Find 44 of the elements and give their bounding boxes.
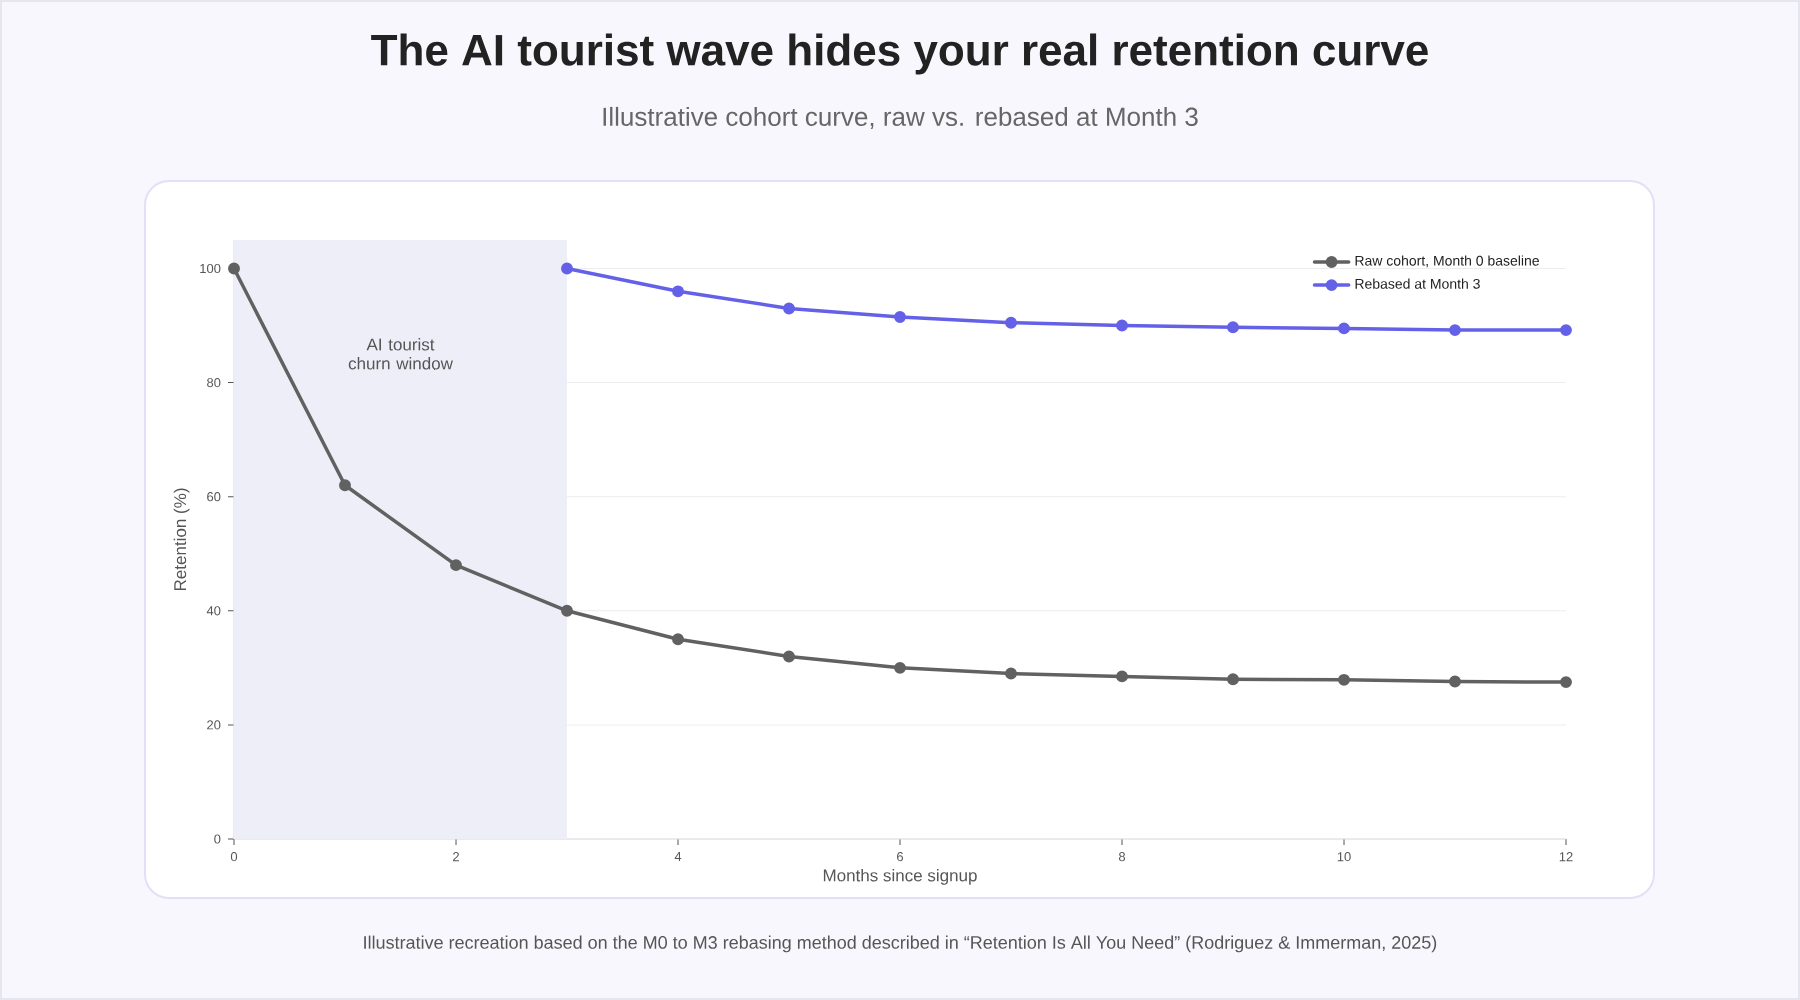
point bbox=[1227, 321, 1239, 334]
point bbox=[339, 479, 351, 492]
y-tick-label: 0 bbox=[214, 834, 221, 844]
point bbox=[894, 311, 906, 323]
point bbox=[1005, 667, 1017, 680]
chart-subtitle: Illustrative cohort curve, raw vs. rebased at Month 3 bbox=[603, 106, 1198, 130]
legend-label: Raw cohort, Month 0 baseline bbox=[1355, 255, 1539, 268]
x-tick-label: 8 bbox=[1118, 852, 1126, 862]
y-tick-label: 60 bbox=[207, 492, 221, 502]
text: Illustrative recreation based on the M0 to M3 rebasing method described in “Retention Is All You Need” (Rodriguez & Immerman, 2025) bbox=[364, 935, 1437, 953]
point bbox=[1449, 324, 1461, 337]
band-label: AI tourist churn window bbox=[348, 338, 453, 370]
x-tick-label: 6 bbox=[897, 852, 904, 862]
x-tick-label: 2 bbox=[453, 852, 459, 862]
point bbox=[1116, 670, 1128, 683]
point bbox=[1005, 316, 1017, 329]
point bbox=[561, 262, 573, 275]
x-tick-label: 4 bbox=[674, 852, 682, 861]
point bbox=[894, 661, 906, 674]
y-axis-title: Retention (%) bbox=[173, 488, 190, 591]
point bbox=[1449, 675, 1461, 688]
point bbox=[783, 302, 795, 315]
point bbox=[1338, 673, 1350, 686]
point bbox=[1338, 322, 1350, 335]
chart-title: The AI tourist wave hides your real retention curve bbox=[371, 33, 1428, 75]
x-tick-label: 0 bbox=[230, 852, 238, 862]
point bbox=[450, 559, 462, 572]
y-tick-label: 40 bbox=[206, 606, 221, 616]
y-tick-label: 20 bbox=[207, 720, 221, 730]
x-tick-label: 12 bbox=[1559, 852, 1573, 862]
legend-label: Rebased at Month 3 bbox=[1355, 278, 1480, 289]
point bbox=[1560, 676, 1572, 689]
point bbox=[1560, 324, 1572, 337]
point bbox=[561, 604, 573, 617]
x-tick-label: 10 bbox=[1337, 852, 1351, 862]
y-tick-label: 100 bbox=[200, 263, 221, 274]
point bbox=[672, 633, 684, 646]
point bbox=[783, 650, 795, 663]
y-tick-label: 80 bbox=[207, 378, 221, 388]
point bbox=[1227, 673, 1239, 686]
point bbox=[672, 285, 684, 298]
point bbox=[228, 262, 240, 275]
x-axis-title: Months since signup bbox=[823, 868, 977, 885]
point bbox=[1116, 319, 1128, 332]
